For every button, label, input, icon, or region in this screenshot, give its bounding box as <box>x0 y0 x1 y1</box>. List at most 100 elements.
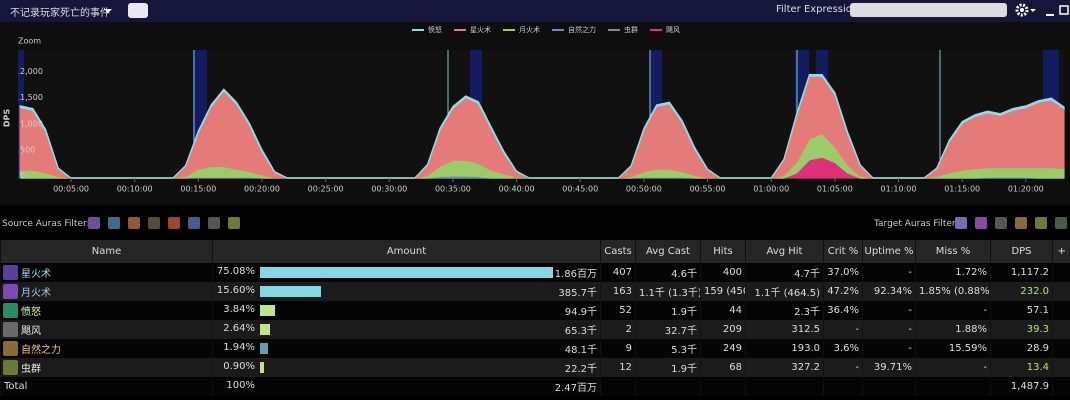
column-header[interactable]: Avg Hit <box>745 240 824 263</box>
share-bar <box>260 343 268 354</box>
empty-cell <box>915 377 991 396</box>
zoom-label[interactable]: Zoom <box>18 37 41 46</box>
table-row[interactable]: 虫群 0.90% 22.2千 12 1.9千 68 327.2-39.71% -13.4 <box>0 358 1070 377</box>
miss-cell: - <box>915 301 991 320</box>
crit-cell: 37.0% <box>823 263 863 282</box>
uptime-cell: - <box>862 339 916 358</box>
aura-icon[interactable] <box>128 217 140 229</box>
empty-cell <box>1052 377 1070 396</box>
name-cell: 虫群 <box>0 358 213 377</box>
spell-name[interactable]: 星火术 <box>21 269 51 280</box>
aura-icon[interactable] <box>1035 217 1047 229</box>
total-dps: 1,487.9 <box>990 377 1053 396</box>
dps-cell: 28.9 <box>990 339 1053 358</box>
aura-icon[interactable] <box>88 217 100 229</box>
share-label: 3.84% <box>223 304 255 315</box>
miss-cell: 1.85% (0.88%) <box>915 282 991 301</box>
x-tick-label: 00:10:00 <box>117 185 153 194</box>
aura-icon[interactable] <box>995 217 1007 229</box>
legend-label[interactable]: 月火术 <box>519 25 540 34</box>
filter-input[interactable] <box>850 3 1007 17</box>
source-aura-label: Source Auras Filter: <box>2 219 90 229</box>
share-label: 1.94% <box>223 342 255 353</box>
uptime-cell: - <box>862 320 916 339</box>
x-tick-label: 01:05:00 <box>817 185 853 194</box>
total-share: 100% <box>226 380 255 391</box>
amount-cell: 75.08% 1.86百万 <box>212 263 601 282</box>
crit-cell: 3.6% <box>823 339 863 358</box>
share-bar <box>260 324 271 335</box>
avg-hit-cell: 327.2 <box>745 358 824 377</box>
aura-icon[interactable] <box>1055 217 1067 229</box>
spell-icon <box>3 322 18 337</box>
spell-icon <box>3 360 18 375</box>
crit-cell: 36.4% <box>823 301 863 320</box>
casts-cell: 9 <box>600 339 636 358</box>
uptime-cell: 92.34% <box>862 282 916 301</box>
column-header[interactable]: Crit % <box>823 240 863 263</box>
aura-icon[interactable] <box>108 217 120 229</box>
column-header[interactable]: Name <box>0 240 213 263</box>
column-header[interactable]: DPS <box>990 240 1053 263</box>
spell-icon <box>3 265 18 280</box>
dropdown-arrow[interactable] <box>104 9 112 17</box>
column-header[interactable]: Miss % <box>915 240 991 263</box>
aura-icon[interactable] <box>168 217 180 229</box>
spell-icon <box>3 341 18 356</box>
x-tick-label: 00:20:00 <box>244 185 280 194</box>
x-tick-label: 00:55:00 <box>690 185 726 194</box>
amount-value: 22.2千 <box>564 364 597 375</box>
column-header[interactable]: Hits <box>700 240 746 263</box>
total-amount: 100% 2.47百万 <box>212 377 601 396</box>
legend-label[interactable]: 愤怒 <box>428 25 442 34</box>
plot-area <box>18 50 1064 178</box>
aura-icon[interactable] <box>1015 217 1027 229</box>
column-header[interactable]: Avg Cast <box>635 240 701 263</box>
spell-name[interactable]: 自然之力 <box>21 345 61 356</box>
aura-icon[interactable] <box>148 217 160 229</box>
legend-label[interactable]: 自然之力 <box>568 25 596 34</box>
table-row[interactable]: 愤怒 3.84% 94.9千 52 1.9千 44 2.3千 36.4% - -57.1 <box>0 301 1070 320</box>
column-header[interactable]: Casts <box>600 240 636 263</box>
legend-label[interactable]: 星火术 <box>470 25 491 34</box>
event-filter[interactable]: 不记录玩家死亡的事件 <box>10 8 110 19</box>
spell-name[interactable]: 月火术 <box>21 288 51 299</box>
aura-icon[interactable] <box>208 217 220 229</box>
hits-cell: 400 <box>700 263 746 282</box>
aura-icon[interactable] <box>228 217 240 229</box>
column-header[interactable]: + <box>1052 240 1070 263</box>
column-header[interactable]: Amount <box>212 240 601 263</box>
empty-cell <box>1052 339 1070 358</box>
avg-hit-cell: 193.0 <box>745 339 824 358</box>
spell-name[interactable]: 虫群 <box>21 364 41 375</box>
legend-label[interactable]: 飓风 <box>666 26 680 34</box>
empty-cell <box>1052 282 1070 301</box>
uptime-cell: - <box>862 263 916 282</box>
empty-cell <box>700 377 746 396</box>
amount-value: 65.3千 <box>564 326 597 337</box>
window-controls[interactable] <box>1014 3 1070 19</box>
spell-name[interactable]: 愤怒 <box>21 307 41 318</box>
y-tick-label: 0 <box>20 172 25 181</box>
amount-value: 48.1千 <box>564 345 597 356</box>
aura-icon[interactable] <box>188 217 200 229</box>
spell-name[interactable]: 飓风 <box>21 326 41 337</box>
crit-cell: 47.2% <box>823 282 863 301</box>
table-row[interactable]: 飓风 2.64% 65.3千 2 32.7千 209 312.5- -1.88% 39.3 <box>0 320 1070 339</box>
table-row[interactable]: 星火术 75.08% 1.86百万 407 4.6千 400 4.7千 37.0% -1.72%… <box>0 263 1070 282</box>
toolbar: 不记录玩家死亡的事件 Filter Expression: <box>0 0 1070 22</box>
avg-hit-cell: 2.3千 <box>745 301 824 320</box>
share-bar <box>260 362 264 373</box>
column-header[interactable]: Uptime % <box>862 240 916 263</box>
empty-cell <box>635 377 701 396</box>
legend-label[interactable]: 虫群 <box>624 25 638 34</box>
aura-icon[interactable] <box>975 217 987 229</box>
table-row[interactable]: 自然之力 1.94% 48.1千 9 5.3千 249 193.0 3.6% -15.59% 28… <box>0 339 1070 358</box>
button[interactable] <box>128 3 148 18</box>
name-cell: 飓风 <box>0 320 213 339</box>
share-bar <box>260 267 553 278</box>
aura-icon[interactable] <box>955 217 967 229</box>
x-tick-label: 01:15:00 <box>944 185 980 194</box>
